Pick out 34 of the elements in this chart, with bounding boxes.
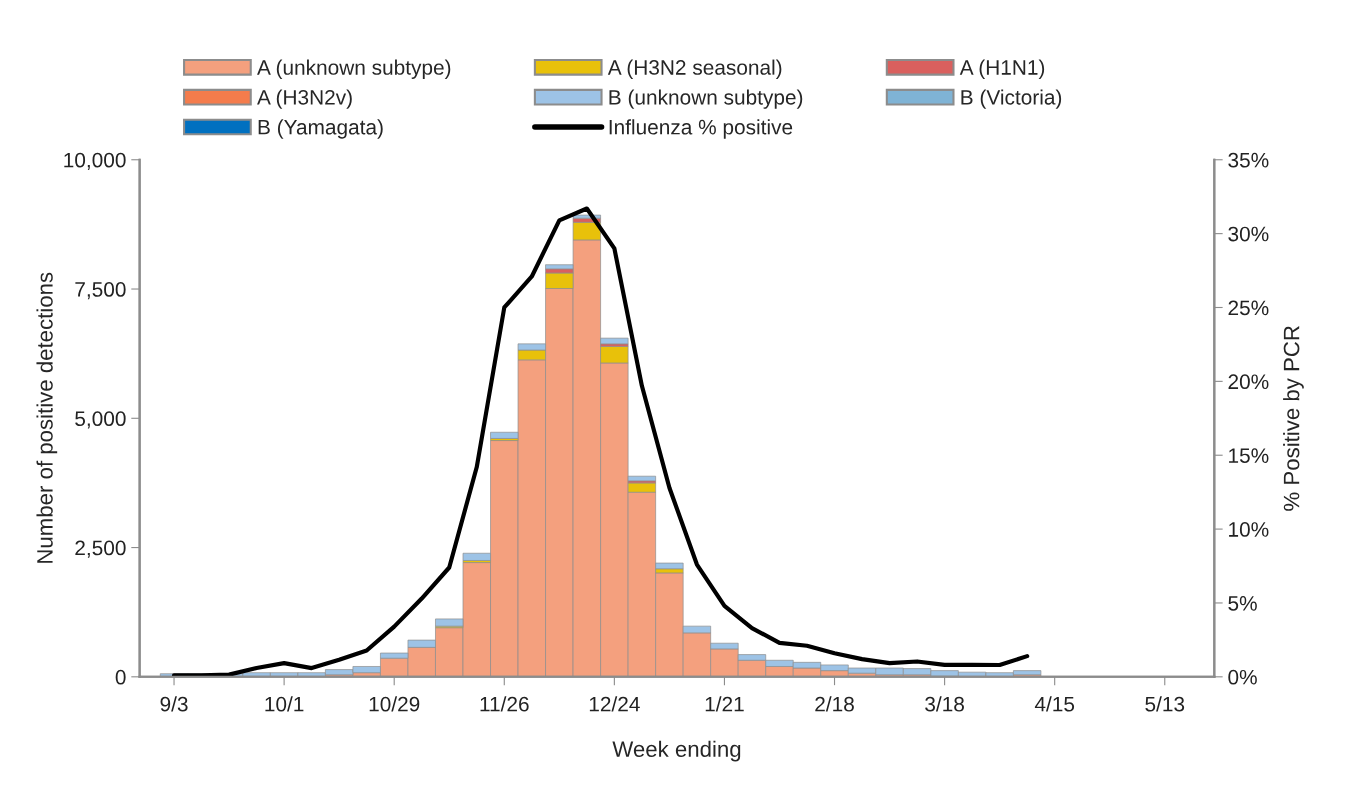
y2-axis-title: % Positive by PCR bbox=[1283, 326, 1304, 511]
y-tick-label: 0 bbox=[115, 669, 126, 685]
legend-label: A (H3N2 seasonal) bbox=[607, 59, 782, 79]
y2-tick-label: 35% bbox=[1228, 152, 1269, 168]
legend-label: A (H1N1) bbox=[959, 59, 1045, 79]
y-axis-title: Number of positive detections bbox=[36, 272, 58, 563]
y2-tick-label: 30% bbox=[1228, 226, 1269, 242]
x-tick-label: 9/3 bbox=[160, 696, 188, 712]
x-tick-label: 1/21 bbox=[705, 696, 744, 712]
x-tick-label: 12/24 bbox=[589, 696, 640, 712]
y2-tick-label: 5% bbox=[1228, 596, 1257, 611]
y-tick-label: 5,000 bbox=[75, 411, 126, 429]
x-tick-label: 3/18 bbox=[925, 696, 964, 712]
x-tick-label: 2/18 bbox=[815, 696, 854, 712]
y-tick-label: 7,500 bbox=[75, 282, 126, 300]
x-tick-label: 10/29 bbox=[369, 696, 420, 712]
x-tick-label: 10/1 bbox=[265, 696, 304, 712]
y2-tick-label: 10% bbox=[1229, 522, 1269, 537]
y2-tick-label: 25% bbox=[1228, 300, 1269, 316]
y2-tick-label: 20% bbox=[1228, 374, 1269, 390]
x-axis-title: Week ending bbox=[612, 740, 741, 762]
legend-label: B (Victoria) bbox=[961, 89, 1062, 109]
x-tick-label: 5/13 bbox=[1145, 696, 1185, 712]
legend-label: A (H3N2v) bbox=[257, 89, 352, 109]
y-tick-label: 10,000 bbox=[64, 152, 126, 170]
y2-tick-label: 15% bbox=[1229, 448, 1269, 463]
y2-tick-label: 0% bbox=[1228, 669, 1257, 685]
legend-label: B (Yamagata) bbox=[258, 119, 383, 139]
legend-label: B (unknown subtype) bbox=[609, 89, 803, 109]
legend-label: Influenza % positive bbox=[609, 119, 793, 139]
y-tick-label: 2,500 bbox=[75, 540, 126, 558]
x-tick-label: 4/15 bbox=[1034, 696, 1075, 712]
legend-label: A (unknown subtype) bbox=[257, 59, 451, 79]
x-tick-label: 11/26 bbox=[480, 696, 529, 712]
